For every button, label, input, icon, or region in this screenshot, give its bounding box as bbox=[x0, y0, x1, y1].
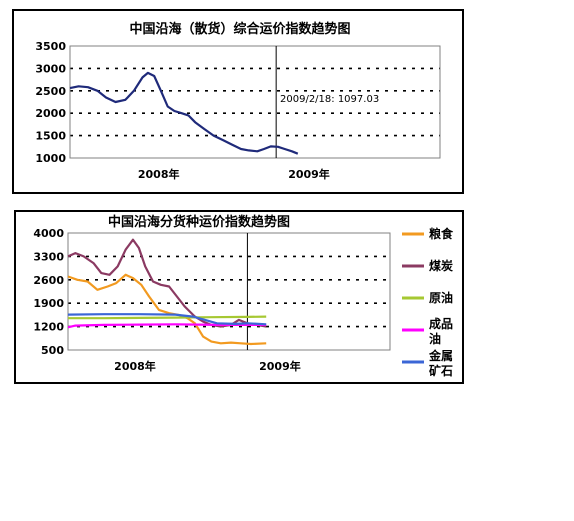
plot-area bbox=[69, 45, 441, 159]
y-tick-label: 500 bbox=[41, 344, 64, 357]
chart-title: 中国沿海（散货）综合运价指数趋势图 bbox=[129, 21, 350, 37]
legend-label: 金属 bbox=[428, 348, 453, 363]
y-tick-label: 1200 bbox=[33, 321, 64, 334]
series-line-1 bbox=[69, 71, 299, 155]
y-tick-label: 2500 bbox=[35, 85, 66, 98]
y-tick-label: 1900 bbox=[33, 297, 64, 310]
y-tick-label: 4000 bbox=[33, 227, 64, 240]
series-line-1 bbox=[67, 273, 267, 346]
legend-label: 煤炭 bbox=[429, 258, 453, 273]
y-tick-label: 3000 bbox=[35, 62, 66, 75]
y-tick-label: 3300 bbox=[33, 250, 64, 263]
y-tick-label: 1000 bbox=[35, 152, 66, 165]
y-tick-label: 1500 bbox=[35, 130, 66, 143]
composite-index-panel: 中国沿海（散货）综合运价指数趋势图 3500 3000 2500 2000 1500 10… bbox=[12, 9, 464, 194]
chart-annotation: 2009/2/18: 1097.03 bbox=[280, 94, 379, 105]
x-tick-label: 2008年 bbox=[138, 167, 180, 181]
x-tick-label: 2008年 bbox=[114, 359, 156, 373]
plot-area bbox=[67, 232, 391, 351]
legend-label: 矿石 bbox=[429, 363, 453, 378]
x-tick-label: 2009年 bbox=[288, 167, 330, 181]
series-line-3 bbox=[68, 315, 267, 320]
y-tick-label: 3500 bbox=[35, 40, 66, 53]
y-tick-label: 2000 bbox=[35, 107, 66, 120]
legend-label: 成品 bbox=[429, 316, 453, 331]
y-tick-label: 2600 bbox=[33, 274, 64, 287]
x-tick-label: 2009年 bbox=[259, 359, 301, 373]
composite-index-chart: 中国沿海（散货）综合运价指数趋势图 3500 3000 2500 2000 1500 10… bbox=[35, 21, 441, 181]
cargo-index-panel: 中国沿海分货种运价指数趋势图 4000 3300 2600 1900 1200 500 2… bbox=[14, 210, 464, 384]
legend-label: 粮食 bbox=[429, 226, 454, 241]
legend-label: 油 bbox=[429, 331, 441, 346]
legend-label: 原油 bbox=[429, 290, 453, 305]
series-line-5 bbox=[67, 313, 267, 326]
chart-title: 中国沿海分货种运价指数趋势图 bbox=[108, 214, 290, 230]
cargo-index-chart: 中国沿海分货种运价指数趋势图 4000 3300 2600 1900 1200 500 2… bbox=[33, 214, 454, 378]
